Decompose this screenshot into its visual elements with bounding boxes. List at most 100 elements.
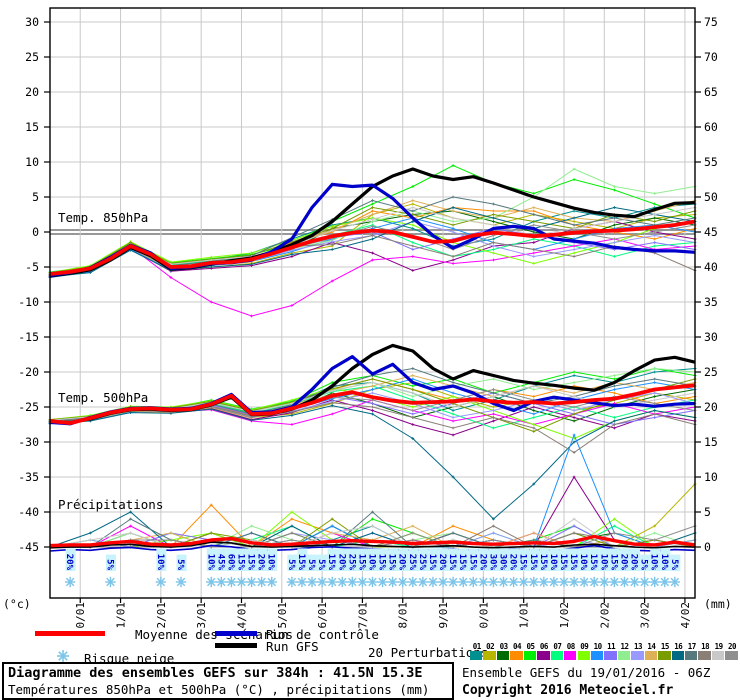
date-label: 26/01 — [316, 602, 329, 628]
snow-pct-label: 20% — [618, 554, 628, 571]
date-label: 23/01 — [195, 602, 208, 628]
snow-pct-highlight — [569, 548, 580, 571]
snowflake-icon — [508, 576, 519, 588]
perturbation-swatch-17 — [685, 651, 698, 660]
snow-pct-highlight — [670, 554, 681, 571]
snow-pct-label: 15% — [427, 554, 437, 571]
left-tick-label: -15 — [18, 330, 39, 344]
perturbation-number: 03 — [499, 642, 509, 651]
snow-pct-highlight — [378, 548, 389, 571]
snow-pct-label: 15% — [447, 554, 457, 571]
snowflake-icon — [306, 576, 318, 588]
right-tick-label: 40 — [704, 260, 718, 274]
snow-pct-highlight — [216, 548, 227, 571]
perturbation-number: 04 — [513, 642, 522, 651]
snow-pct-label: 25% — [417, 554, 427, 571]
snow-pct-highlight — [559, 548, 570, 571]
perturbation-swatch-04 — [510, 651, 523, 660]
snow-pct-label: 30% — [498, 554, 508, 571]
legend-gfs-line — [215, 643, 257, 648]
snow-pct-label: 15% — [558, 554, 568, 571]
snow-pct-highlight — [428, 548, 439, 571]
perturbation-number: 16 — [674, 642, 683, 651]
snow-pct-highlight — [438, 548, 449, 571]
snow-pct-label: 10% — [205, 554, 215, 571]
snowflake-icon — [377, 576, 388, 588]
mean-curve-t850 — [49, 219, 696, 276]
right-tick-label: 60 — [704, 120, 718, 134]
snowflake-icon — [226, 576, 237, 588]
snowflake-icon — [558, 576, 570, 588]
snow-pct-highlight — [347, 548, 358, 571]
snow-pct-highlight — [337, 548, 348, 571]
snowflake-icon — [639, 576, 650, 588]
left-tick-label: 25 — [25, 50, 39, 64]
snow-pct-highlight — [297, 548, 308, 571]
snow-pct-highlight — [156, 548, 167, 571]
snow-pct-label: 15% — [538, 554, 548, 571]
date-label: 24/01 — [235, 602, 248, 628]
snow-pct-highlight — [579, 548, 590, 571]
right-tick-label: 20 — [704, 400, 718, 414]
perturbation-numbers: 01 02 03 04 05 06 07 08 09 10 11 12 13 14 15 16 17 18 19 20 — [470, 642, 740, 651]
snowflake-icon — [417, 576, 429, 588]
perturbation-swatch-08 — [564, 651, 577, 660]
snowflake-icon — [447, 576, 459, 588]
left-tick-label: 20 — [25, 85, 39, 99]
copyright: Copyright 2016 Meteociel.fr — [462, 683, 674, 698]
perturbation-number: 09 — [580, 642, 589, 651]
right-tick-label: 5 — [704, 505, 711, 519]
snow-pct-label: 10% — [659, 554, 669, 571]
snowflake-icon — [478, 576, 489, 588]
mean-curve-t500 — [49, 383, 696, 426]
perturbation-number: 07 — [553, 642, 562, 651]
snow-pct-highlight — [357, 548, 368, 571]
title-box: Diagramme des ensembles GEFS sur 384h : … — [2, 662, 454, 700]
left-tick-label: -30 — [18, 435, 39, 449]
perturbation-swatch-01 — [470, 651, 483, 660]
snow-pct-label: 15% — [235, 554, 245, 571]
run-info: Ensemble GEFS du 19/01/2016 - 06Z — [462, 665, 711, 680]
left-tick-label: 5 — [32, 190, 39, 204]
snowflake-icon — [266, 576, 277, 588]
snow-pct-highlight — [448, 548, 459, 571]
snow-pct-label: 30% — [487, 554, 497, 571]
perturbation-swatch-15 — [658, 651, 671, 660]
snow-pct-highlight — [267, 548, 278, 571]
snow-pct-label: 15% — [608, 554, 618, 571]
perturbation-number: 20 — [728, 642, 737, 651]
snowflake-icon — [407, 576, 419, 588]
snow-pct-label: 5% — [639, 559, 649, 570]
date-label: 31/01 — [518, 602, 531, 628]
legend-mean-line — [35, 631, 105, 636]
snow-pct-label: 15% — [377, 554, 387, 571]
snow-pct-label: 15% — [588, 554, 598, 571]
right-tick-label: 10 — [704, 470, 718, 484]
perturbation-number: 14 — [647, 642, 656, 651]
left-tick-label: -20 — [18, 365, 39, 379]
chart-background — [0, 0, 740, 628]
snowflake-icon — [528, 576, 539, 588]
snowflake-icon — [57, 650, 69, 662]
snowflake-icon — [518, 576, 529, 588]
snow-pct-label: 20% — [397, 554, 407, 571]
date-label: 02/02 — [598, 602, 611, 628]
snow-pct-highlight — [519, 548, 530, 571]
snow-pct-label: 5% — [316, 559, 326, 570]
snow-pct-highlight — [640, 554, 651, 571]
snow-pct-highlight — [247, 548, 258, 571]
perturbation-swatch-05 — [523, 651, 537, 660]
perturbation-number: 17 — [687, 642, 697, 651]
snow-pct-label: 15% — [246, 554, 256, 571]
snow-pct-label: 15% — [568, 554, 578, 571]
snow-pct-label: 20% — [64, 554, 74, 571]
date-label: 03/02 — [639, 602, 652, 628]
left-tick-label: 0 — [32, 225, 39, 239]
perturbation-swatch-19 — [711, 651, 725, 660]
right-tick-label: 0 — [704, 540, 711, 554]
left-tick-label: 30 — [25, 15, 39, 29]
snow-pct-highlight — [176, 554, 187, 571]
snow-pct-highlight — [589, 548, 600, 571]
right-tick-label: 65 — [704, 85, 718, 99]
snow-pct-highlight — [478, 548, 489, 571]
